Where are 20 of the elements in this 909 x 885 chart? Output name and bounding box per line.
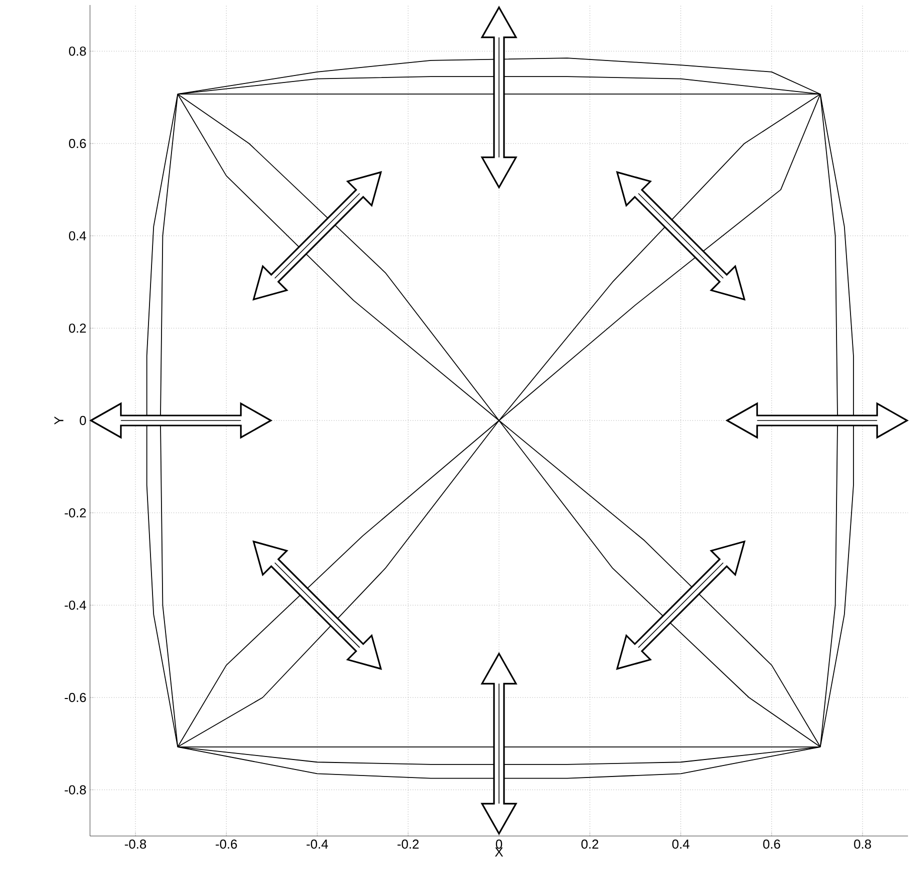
x-tick-label: 0.4 [672,840,690,849]
y-tick-label: 0.2 [68,324,86,333]
y-tick-label: -0.6 [64,692,86,702]
x-tick-label: -0.6 [216,840,237,849]
x-tick-label: -0.8 [124,840,146,849]
y-tick-label: 0.4 [68,231,86,240]
x-axis-title: X [494,848,504,856]
x-tick-label: -0.4 [306,840,328,849]
y-tick-label: -0.8 [64,785,86,794]
x-tick-label: 0 [496,840,502,849]
y-tick-label: -0.2 [64,508,86,518]
y-tick-label: 0.8 [68,46,86,56]
x-tick-label: 0.8 [854,840,871,849]
x-tick-label: -0.2 [398,840,419,849]
y-tick-label: 0 [80,416,86,426]
y-tick-label: 0.6 [68,138,86,148]
y-axis-title: Y [54,416,64,425]
x-tick-label: 0.6 [763,840,780,849]
y-tick-label: -0.4 [64,600,86,610]
x-tick-label: 0.2 [581,840,598,849]
